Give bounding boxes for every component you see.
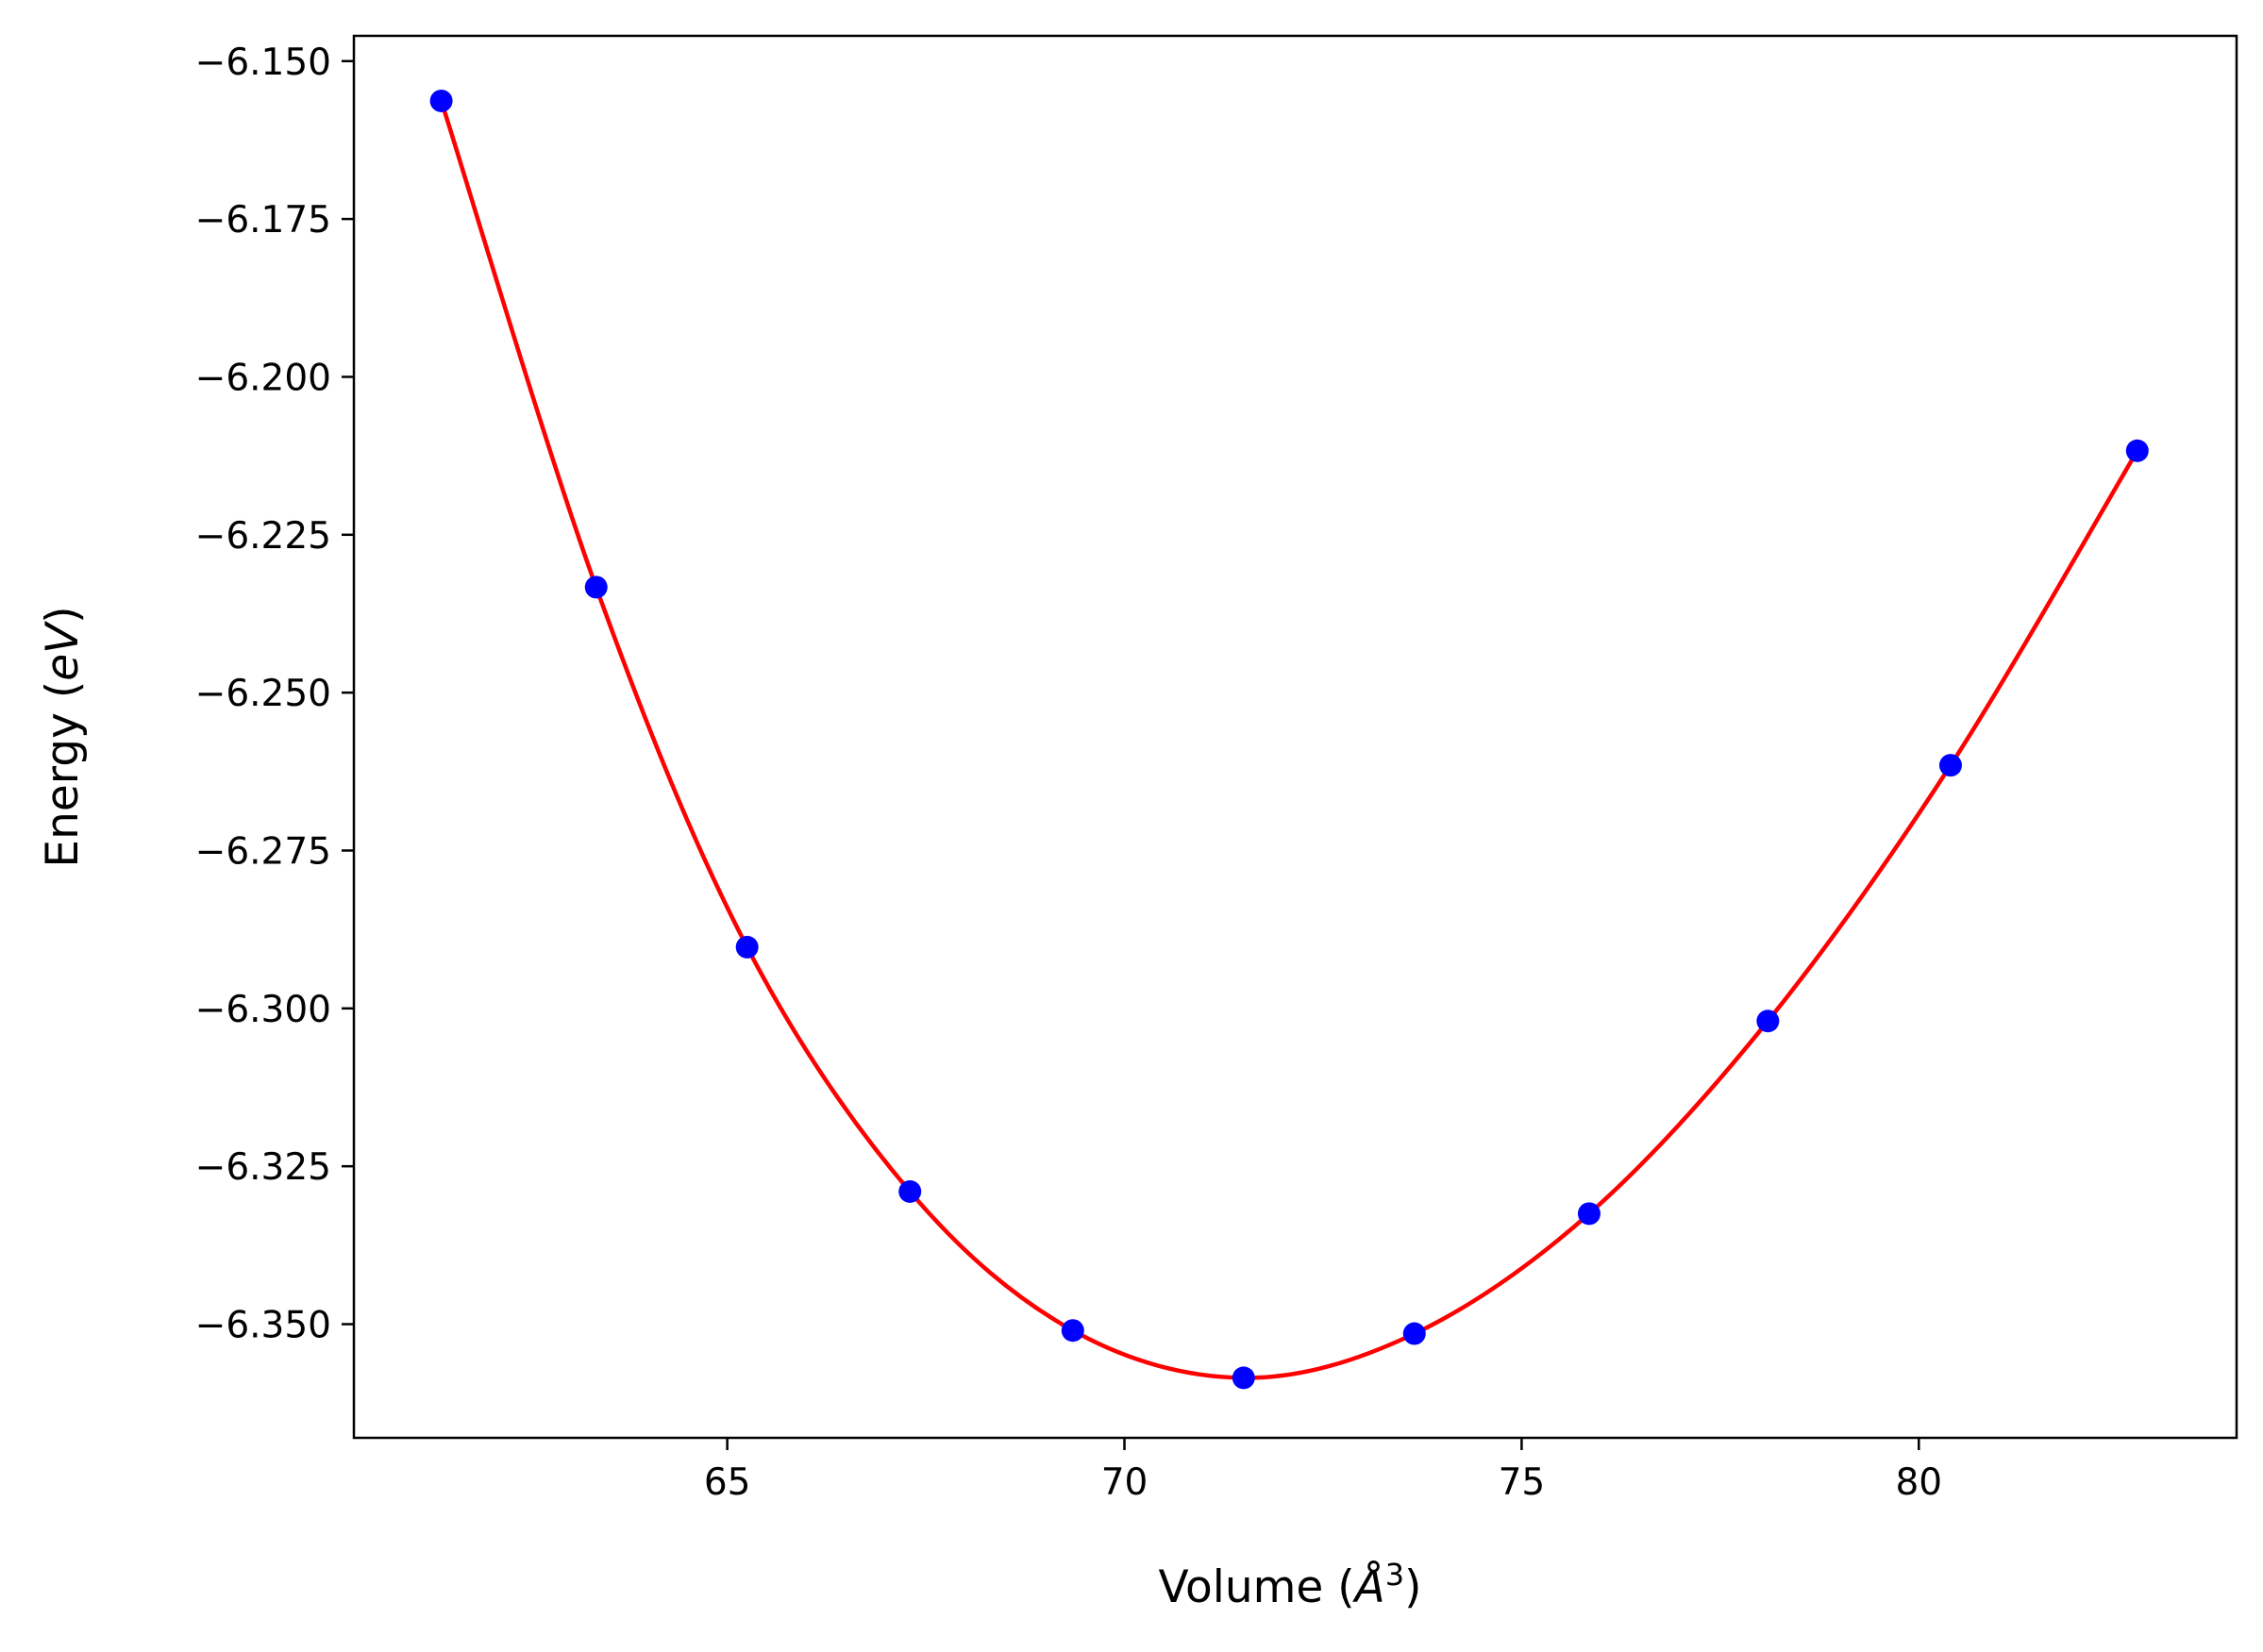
x-tick-label: 75 [1499, 1461, 1546, 1504]
x-axis-label-exponent: 3 [1385, 1557, 1404, 1593]
x-axis-label-prefix: Volume ( [1159, 1561, 1355, 1613]
data-point [1061, 1319, 1084, 1343]
data-point [1938, 754, 1962, 777]
x-axis-label-unit: Å [1352, 1561, 1385, 1613]
fit-curve-line [439, 100, 2139, 1380]
y-tick-label: −6.150 [195, 42, 331, 84]
y-tick-label: −6.300 [195, 989, 331, 1031]
data-point [898, 1179, 922, 1203]
data-point [735, 935, 759, 959]
y-axis-label: Energy (eV) [37, 606, 89, 867]
data-point [1232, 1366, 1255, 1390]
y-tick-label: −6.225 [195, 515, 331, 558]
y-tick-label: −6.250 [195, 673, 331, 715]
data-points-layer [429, 89, 2149, 1390]
x-tick-label: 80 [1895, 1461, 1942, 1504]
data-point [584, 576, 608, 599]
data-point [2125, 439, 2149, 462]
y-axis-ticks: −6.150 −6.175 −6.200 −6.225 −6.250 −6.275 −6.3… [195, 42, 354, 1347]
plot-frame [352, 34, 2238, 1440]
data-point [1402, 1322, 1426, 1345]
y-axis-label-prefix: Energy ( [37, 681, 89, 868]
x-axis-label-suffix: ) [1404, 1561, 1421, 1613]
data-point [1756, 1010, 1780, 1033]
x-axis-ticks: 65 70 75 80 [704, 1438, 1942, 1504]
y-tick-label: −6.350 [195, 1305, 331, 1347]
data-point [429, 89, 453, 112]
y-tick-label: −6.175 [195, 199, 331, 242]
plot-background [354, 36, 2237, 1438]
y-axis-label-suffix: ) [37, 606, 89, 623]
y-tick-label: −6.200 [195, 357, 331, 399]
y-tick-label: −6.325 [195, 1146, 331, 1189]
y-tick-label: −6.275 [195, 830, 331, 873]
fit-curve-layer [439, 100, 2139, 1380]
data-point [1577, 1202, 1601, 1226]
x-tick-label: 70 [1101, 1461, 1148, 1504]
y-axis-label-unit: eV [37, 621, 89, 681]
x-axis-label: Volume (Å3) [1159, 1557, 1422, 1613]
x-tick-label: 65 [704, 1461, 751, 1504]
